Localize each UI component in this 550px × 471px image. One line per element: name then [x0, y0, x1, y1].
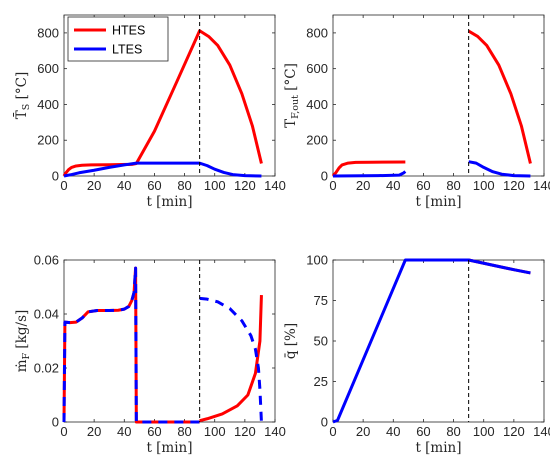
y-tick-label: 200 — [37, 133, 59, 148]
y-axis-subscript: F — [21, 352, 32, 359]
y-tick-label: 75 — [314, 293, 328, 308]
x-tick-label: 40 — [386, 424, 400, 439]
series-line-ltes — [332, 258, 531, 424]
x-tick-label: 100 — [473, 178, 495, 193]
y-tick-label: 0 — [321, 415, 328, 430]
plot-area — [332, 259, 545, 423]
x-tick-label: 100 — [204, 178, 226, 193]
x-tick-label: 100 — [473, 424, 495, 439]
x-tick-label: 80 — [177, 178, 191, 193]
y-tick-label: 0.06 — [34, 253, 59, 268]
y-tick-label: 0.04 — [34, 307, 59, 322]
x-tick-label: 120 — [503, 178, 525, 193]
x-tick-label: 140 — [264, 424, 286, 439]
series-line-htes — [467, 29, 532, 164]
x-tick-label: 20 — [356, 424, 370, 439]
x-tick-label: 40 — [117, 178, 131, 193]
y-tick-label: 25 — [314, 374, 328, 389]
series-line-htes — [199, 295, 263, 423]
x-tick-label: 100 — [204, 424, 226, 439]
panel-mass-flow: 0 20 40 60 80 100 120 140 0 0.02 0.04 0.06 t [min] ṁF… — [14, 253, 286, 457]
x-tick-label: 140 — [533, 424, 550, 439]
y-tick-label: 600 — [37, 61, 59, 76]
x-axis-label: t [min] — [415, 194, 461, 210]
y-tick-label: 200 — [306, 133, 328, 148]
y-axis-unit: [%] — [283, 323, 299, 351]
panel-temperature-storage: 0 20 40 60 80 100 120 140 0 200 400 600 800 t [min] T̄… — [14, 14, 286, 210]
legend-box — [67, 16, 169, 62]
y-axis-label: ṁF [kg/s] — [14, 310, 32, 373]
y-axis-symbol: q̄ — [283, 350, 299, 359]
y-axis-label: T̄S [°C] — [14, 72, 32, 119]
y-axis-unit: [°C] — [283, 63, 299, 95]
plot-area — [63, 259, 276, 423]
x-axis-label: t [min] — [146, 194, 192, 210]
y-axis-label: q̄ [%] — [283, 323, 299, 359]
legend-label: LTES — [112, 43, 142, 57]
y-axis-unit: [°C] — [14, 72, 30, 104]
legend: HTES LTES — [67, 16, 169, 62]
x-tick-label: 20 — [87, 424, 101, 439]
x-tick-label: 140 — [264, 178, 286, 193]
y-axis-symbol: T̄ — [14, 110, 30, 119]
x-tick-label: 80 — [177, 424, 191, 439]
y-tick-label: 400 — [37, 97, 59, 112]
x-axis-label: t [min] — [415, 440, 461, 456]
x-tick-label: 60 — [147, 424, 161, 439]
series-line-ltes — [62, 266, 200, 424]
x-axis-label: t [min] — [146, 440, 192, 456]
x-tick-label: 40 — [117, 424, 131, 439]
plot-area — [332, 14, 545, 177]
y-axis-label: TF,out [°C] — [283, 63, 301, 128]
x-tick-label: 60 — [147, 178, 161, 193]
y-axis-unit: [kg/s] — [14, 310, 30, 353]
x-tick-label: 120 — [234, 424, 256, 439]
x-tick-label: 80 — [446, 178, 460, 193]
x-tick-label: 120 — [503, 424, 525, 439]
x-tick-label: 120 — [234, 178, 256, 193]
y-tick-label: 800 — [306, 25, 328, 40]
y-tick-label: 0.02 — [34, 361, 59, 376]
y-tick-label: 100 — [306, 253, 328, 268]
x-tick-label: 0 — [329, 424, 336, 439]
panel-state-of-charge: 0 20 40 60 80 100 120 140 0 25 50 75 100 t [min] q̄ [%… — [283, 253, 550, 457]
y-axis-symbol: ṁ — [14, 359, 30, 372]
x-tick-label: 40 — [386, 178, 400, 193]
y-tick-label: 50 — [314, 334, 328, 349]
legend-label: HTES — [112, 24, 145, 38]
x-tick-label: 140 — [533, 178, 550, 193]
x-tick-label: 0 — [60, 178, 67, 193]
y-tick-label: 0 — [52, 415, 59, 430]
y-axis-symbol: T — [283, 119, 299, 128]
x-tick-label: 0 — [329, 178, 336, 193]
x-tick-label: 20 — [87, 178, 101, 193]
x-tick-label: 60 — [416, 424, 430, 439]
y-tick-label: 600 — [306, 61, 328, 76]
y-axis-subscript: F,out — [290, 95, 301, 119]
series-line-ltes — [332, 170, 407, 178]
y-tick-label: 0 — [321, 169, 328, 184]
series-line-htes — [331, 160, 406, 177]
x-tick-label: 80 — [446, 424, 460, 439]
y-tick-label: 0 — [52, 169, 59, 184]
series-line-ltes — [468, 160, 531, 178]
y-tick-label: 400 — [306, 97, 328, 112]
series-line-ltes — [63, 161, 262, 178]
panel-temperature-outlet: 0 20 40 60 80 100 120 140 0 200 400 600 800 t [min] TF… — [283, 14, 550, 210]
x-tick-label: 20 — [356, 178, 370, 193]
x-tick-label: 60 — [416, 178, 430, 193]
x-tick-label: 0 — [60, 424, 67, 439]
y-axis-subscript: S — [21, 104, 32, 111]
y-tick-label: 800 — [37, 25, 59, 40]
